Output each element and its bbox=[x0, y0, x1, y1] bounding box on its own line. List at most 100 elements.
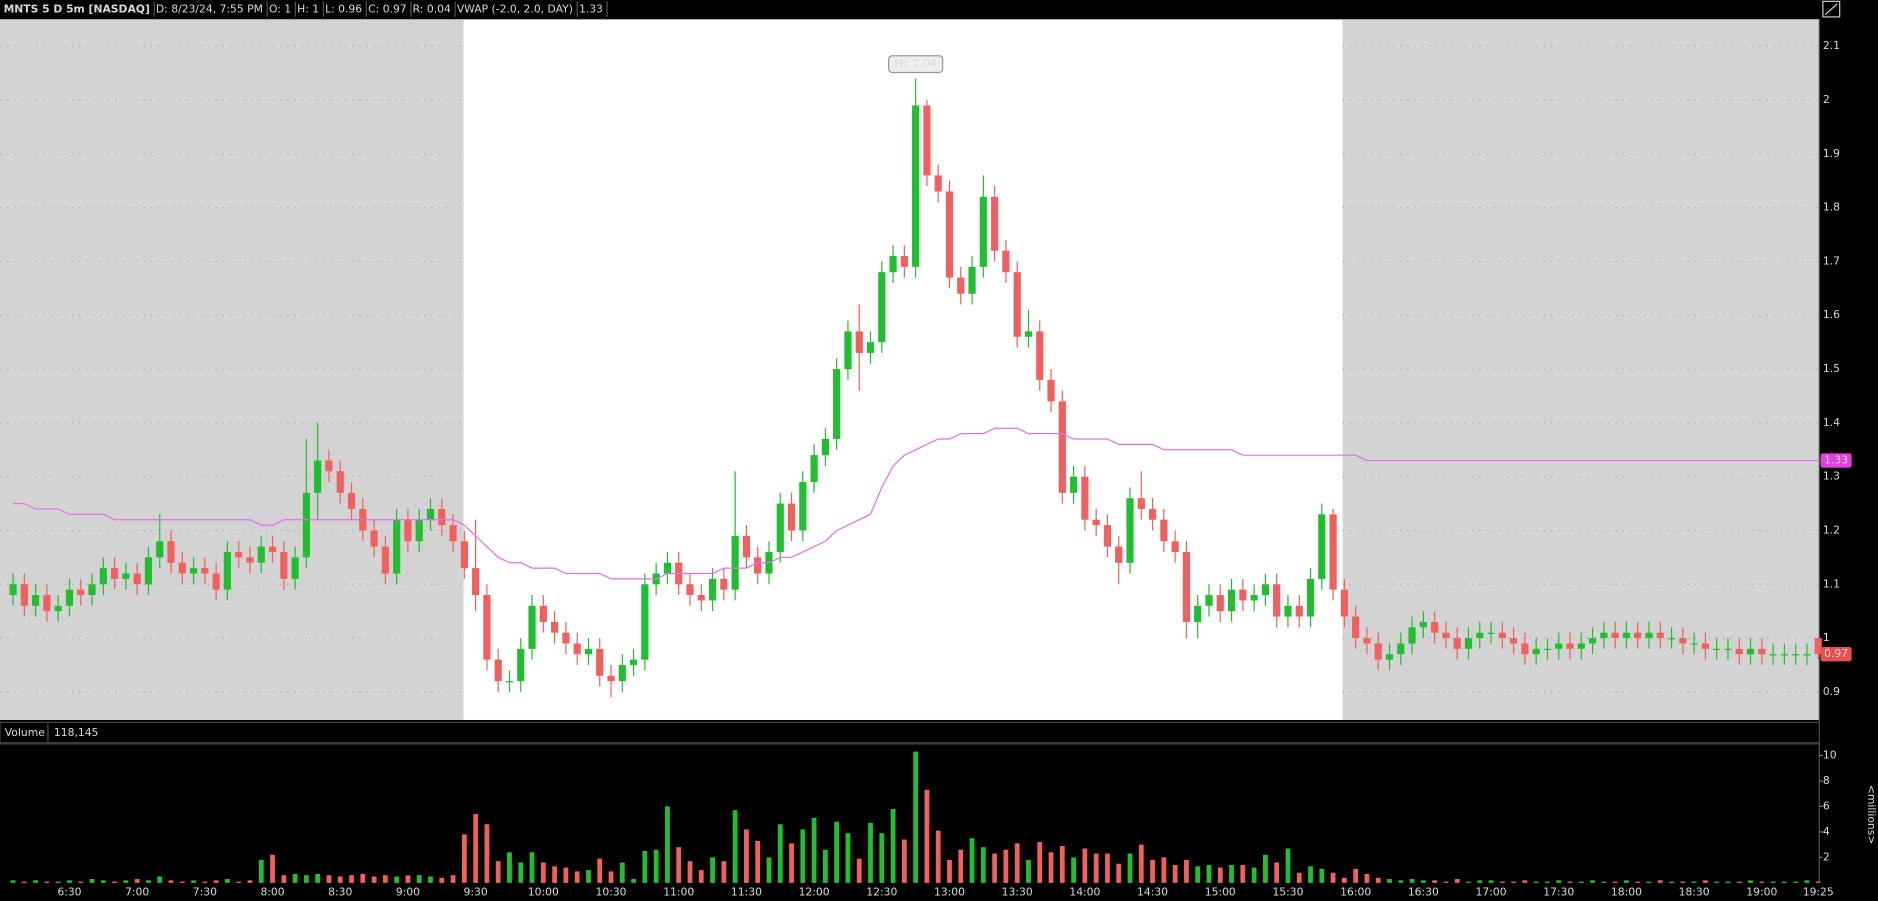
volume-bar bbox=[439, 877, 445, 883]
candle-body bbox=[1081, 476, 1089, 520]
volume-bar bbox=[1319, 868, 1325, 883]
volume-bar bbox=[382, 875, 388, 883]
x-tick-label: 11:30 bbox=[731, 885, 762, 898]
candle-body bbox=[1555, 643, 1563, 649]
volume-bar bbox=[1499, 881, 1505, 883]
candle-body bbox=[1701, 643, 1710, 649]
annotation: Hi: 2.04 bbox=[895, 57, 937, 70]
candle-body bbox=[1634, 632, 1642, 639]
candle-body bbox=[1408, 627, 1416, 644]
volume-bar bbox=[1003, 849, 1009, 883]
candle-body bbox=[1746, 648, 1755, 655]
volume-bar bbox=[55, 881, 61, 883]
candle-body bbox=[404, 519, 412, 542]
candle-body bbox=[178, 562, 186, 574]
menu-icon-box[interactable] bbox=[1822, 0, 1841, 18]
y-tick-label: 1.2 bbox=[1823, 523, 1840, 536]
x-tick-label: 15:00 bbox=[1205, 885, 1236, 898]
candle-body bbox=[314, 460, 322, 493]
candle-body bbox=[1148, 508, 1157, 520]
volume-bar bbox=[1703, 880, 1708, 883]
candle-body bbox=[934, 175, 942, 192]
candle-body bbox=[968, 266, 976, 294]
candle-body bbox=[438, 508, 446, 526]
volume-bar bbox=[1759, 881, 1765, 883]
candle-body bbox=[77, 589, 85, 596]
volume-bar bbox=[1781, 881, 1787, 883]
volume-bar bbox=[834, 821, 840, 883]
volume-bar bbox=[89, 879, 95, 883]
candle-body bbox=[1216, 595, 1224, 612]
volume-bar bbox=[822, 849, 828, 883]
candle-body bbox=[1769, 654, 1777, 656]
volume-bar bbox=[1770, 881, 1776, 883]
volume-bar bbox=[687, 861, 693, 883]
candle-body bbox=[708, 578, 717, 601]
x-tick-label: 14:30 bbox=[1137, 885, 1168, 898]
header-item: H: 1 bbox=[297, 3, 319, 16]
x-tick-label: 18:30 bbox=[1679, 885, 1710, 898]
y-tick-label: 0.9 bbox=[1823, 685, 1840, 698]
volume-bar bbox=[1206, 865, 1212, 883]
candle-body bbox=[1464, 638, 1473, 649]
candle-body bbox=[1600, 632, 1608, 639]
candle-body bbox=[1521, 643, 1529, 655]
candle-body bbox=[1261, 584, 1269, 596]
volume-bar bbox=[168, 880, 174, 883]
x-tick-label: 7:30 bbox=[193, 885, 217, 898]
candle-body bbox=[268, 546, 277, 552]
candle-body bbox=[483, 595, 491, 660]
y-tick-label: 1.4 bbox=[1823, 416, 1840, 429]
volume-bar bbox=[969, 838, 975, 883]
x-tick-label: 19:25 bbox=[1803, 885, 1834, 898]
candle-body bbox=[1622, 632, 1631, 639]
volume-bar bbox=[529, 852, 535, 883]
volume-bar bbox=[315, 873, 321, 883]
candle-body bbox=[280, 551, 288, 579]
x-tick-label: 13:00 bbox=[934, 885, 965, 898]
volume-bar bbox=[1116, 863, 1122, 883]
volume-bar bbox=[811, 817, 817, 883]
candle-body bbox=[381, 546, 389, 574]
candle-body bbox=[1724, 648, 1732, 651]
volume-bar bbox=[33, 880, 39, 883]
x-tick-label: 16:30 bbox=[1408, 885, 1439, 898]
candle-body bbox=[246, 557, 254, 563]
volume-bar bbox=[518, 862, 524, 883]
candle-body bbox=[641, 584, 649, 660]
volume-last: 118,145 bbox=[54, 726, 99, 739]
volume-bar bbox=[1454, 879, 1460, 883]
candle-body bbox=[156, 541, 164, 558]
candle-body bbox=[122, 573, 130, 579]
volume-bar bbox=[608, 871, 614, 883]
candle-body bbox=[1047, 379, 1055, 402]
candle-body bbox=[584, 648, 593, 655]
candle-body bbox=[866, 342, 875, 353]
candle-body bbox=[347, 492, 356, 509]
candle-body bbox=[1284, 605, 1292, 617]
volume-bar bbox=[349, 875, 354, 883]
candle-body bbox=[167, 541, 175, 563]
price-tag-box bbox=[1820, 647, 1852, 662]
candle-body bbox=[1532, 648, 1540, 655]
volume-bar bbox=[1680, 881, 1686, 883]
candle-body bbox=[912, 105, 920, 267]
volume-bar bbox=[1308, 866, 1313, 883]
volume-bar bbox=[146, 880, 151, 883]
candle-body bbox=[1352, 616, 1360, 639]
volume-bar bbox=[1105, 853, 1110, 883]
candle-body bbox=[235, 551, 243, 558]
x-tick-label: 14:00 bbox=[1069, 885, 1100, 898]
volume-bar bbox=[337, 876, 343, 883]
menu-icon[interactable] bbox=[1822, 0, 1841, 18]
candle-body bbox=[99, 568, 107, 585]
volume-bar bbox=[777, 824, 783, 883]
candle-body bbox=[573, 643, 581, 655]
candle-body bbox=[528, 605, 536, 649]
volume-bar bbox=[574, 871, 580, 883]
candle-body bbox=[991, 196, 999, 251]
x-tick-label: 10:00 bbox=[528, 885, 559, 898]
x-tick-label: 13:30 bbox=[1002, 885, 1033, 898]
volume-bar bbox=[1443, 881, 1449, 883]
candle-body bbox=[1363, 638, 1371, 644]
